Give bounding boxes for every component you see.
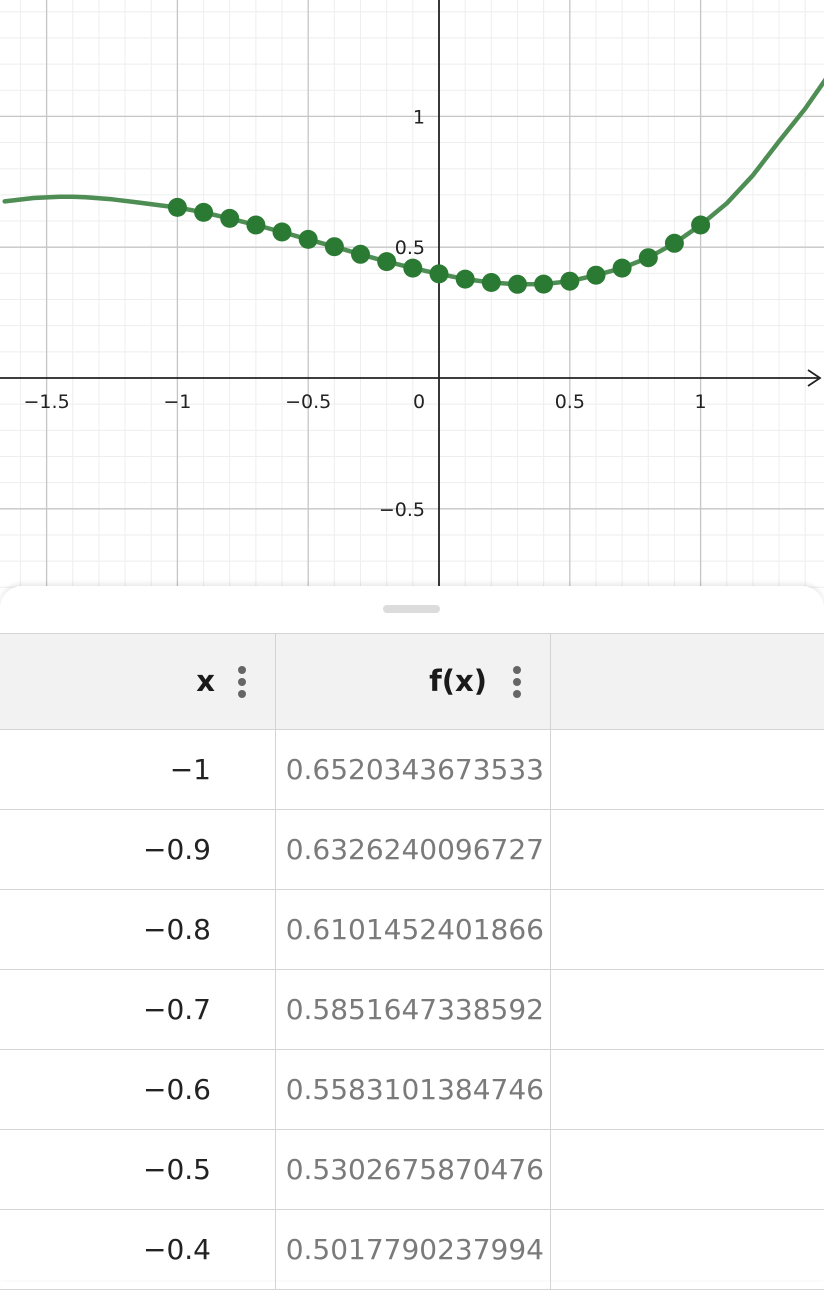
column-menu-icon[interactable]	[235, 665, 249, 699]
x-value: −0.8	[143, 913, 211, 946]
empty-cell[interactable]	[551, 890, 824, 969]
function-curve	[2, 77, 824, 287]
table-point	[272, 222, 292, 242]
graph-canvas[interactable]: −1.5 −1 −0.5 0 0.5 1 1 0.5 −0.5	[0, 0, 824, 620]
table-point	[194, 202, 214, 222]
table-point	[534, 274, 554, 294]
table-row: −0.7 0.5851647338592	[0, 970, 824, 1050]
x-tick-label: 1	[695, 391, 707, 413]
header-cell-fx[interactable]: f(x)	[276, 634, 551, 729]
x-cell[interactable]: −0.5	[0, 1130, 276, 1209]
table-point	[612, 258, 632, 278]
x-tick-label: −0.5	[285, 391, 331, 413]
table-point	[508, 274, 527, 294]
table-point	[298, 229, 318, 249]
x-value: −0.7	[143, 993, 211, 1026]
empty-cell[interactable]	[551, 730, 824, 809]
x-cell[interactable]: −0.7	[0, 970, 276, 1049]
fx-value: 0.6520343673533	[285, 753, 544, 786]
table-point	[377, 252, 397, 272]
column-menu-icon[interactable]	[510, 665, 524, 699]
x-value: −0.9	[143, 833, 211, 866]
header-cell-empty[interactable]	[551, 634, 824, 729]
fx-cell[interactable]: 0.6520343673533	[276, 730, 551, 809]
fx-cell[interactable]: 0.6101452401866	[276, 890, 551, 969]
table-point	[429, 264, 449, 284]
x-cell[interactable]: −0.8	[0, 890, 276, 969]
table-point	[351, 244, 370, 264]
table-point	[481, 273, 501, 292]
table-point	[246, 215, 266, 235]
fx-cell[interactable]: 0.5851647338592	[276, 970, 551, 1049]
table-point	[638, 248, 658, 268]
x-tick-label: −1.5	[24, 391, 70, 413]
x-value: −1	[169, 753, 211, 786]
table-point	[403, 258, 423, 278]
y-tick-label: −0.5	[379, 499, 425, 521]
fx-value: 0.6101452401866	[285, 913, 544, 946]
table-row: −0.6 0.5583101384746	[0, 1050, 824, 1130]
table-row: −1 0.6520343673533	[0, 730, 824, 810]
empty-cell[interactable]	[551, 1130, 824, 1209]
x-tick-label: −1	[163, 391, 191, 413]
x-cell[interactable]: −0.4	[0, 1210, 276, 1289]
empty-cell[interactable]	[551, 1210, 824, 1289]
empty-cell[interactable]	[551, 970, 824, 1049]
fx-value: 0.5302675870476	[285, 1153, 544, 1186]
x-axis-arrow	[807, 369, 822, 387]
x-value: −0.4	[143, 1233, 211, 1266]
fx-cell[interactable]: 0.5017790237994	[276, 1210, 551, 1289]
fx-value: 0.6326240096727	[285, 833, 544, 866]
fx-cell[interactable]: 0.6326240096727	[276, 810, 551, 889]
table-panel: x f(x) −1 0.6520343673533 −0.9 0.6326240096…	[0, 586, 824, 1290]
graph-svg[interactable]: −1.5 −1 −0.5 0 0.5 1 1 0.5 −0.5	[0, 0, 824, 620]
table-point	[560, 271, 580, 291]
data-table: x f(x) −1 0.6520343673533 −0.9 0.6326240096…	[0, 633, 824, 1290]
x-cell[interactable]: −1	[0, 730, 276, 809]
y-tick-label: 0.5	[395, 237, 425, 259]
y-tick-label: 1	[413, 106, 425, 128]
x-value: −0.6	[143, 1073, 211, 1106]
table-point	[220, 208, 240, 228]
header-label-x: x	[196, 664, 215, 698]
header-label-fx: f(x)	[429, 664, 487, 698]
empty-cell[interactable]	[551, 1050, 824, 1129]
header-cell-x[interactable]: x	[0, 634, 276, 729]
table-point	[324, 237, 344, 257]
x-value: −0.5	[143, 1153, 211, 1186]
x-tick-label: 0	[413, 391, 425, 413]
table-point	[167, 197, 187, 217]
x-cell[interactable]: −0.9	[0, 810, 276, 889]
fx-cell[interactable]: 0.5302675870476	[276, 1130, 551, 1209]
table-point	[455, 269, 475, 289]
drag-handle[interactable]	[383, 605, 440, 613]
table-row: −0.4 0.5017790237994	[0, 1210, 824, 1290]
fx-cell[interactable]: 0.5583101384746	[276, 1050, 551, 1129]
table-row: −0.5 0.5302675870476	[0, 1130, 824, 1210]
fx-value: 0.5583101384746	[285, 1073, 544, 1106]
empty-cell[interactable]	[551, 810, 824, 889]
fx-value: 0.5851647338592	[285, 993, 544, 1026]
x-tick-label: 0.5	[555, 391, 585, 413]
table-row: −0.9 0.6326240096727	[0, 810, 824, 890]
fx-value: 0.5017790237994	[285, 1233, 544, 1266]
table-row: −0.8 0.6101452401866	[0, 890, 824, 970]
table-header-row: x f(x)	[0, 634, 824, 730]
table-point	[691, 215, 711, 235]
x-cell[interactable]: −0.6	[0, 1050, 276, 1129]
table-point	[664, 233, 684, 253]
table-point	[586, 265, 606, 285]
